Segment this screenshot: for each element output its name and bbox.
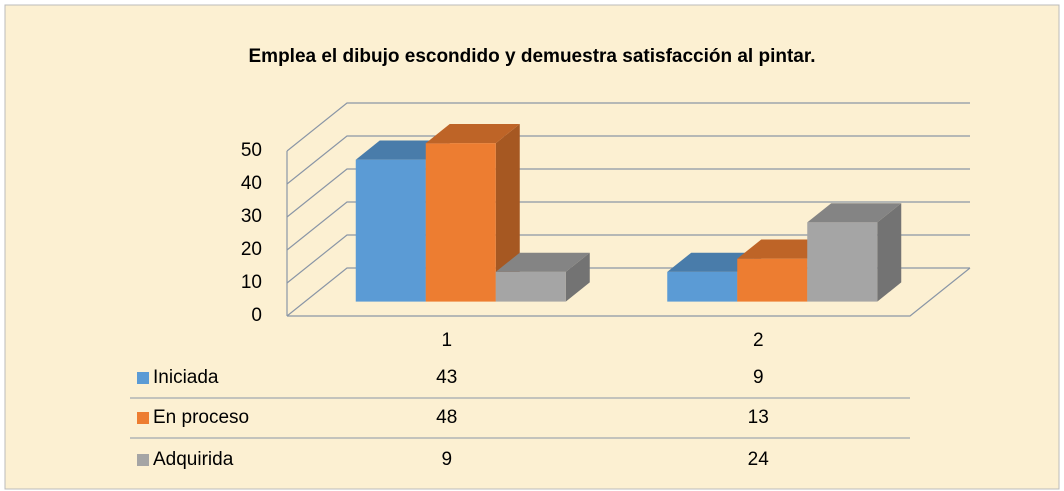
bar-top xyxy=(425,124,520,144)
grid-line xyxy=(286,234,970,284)
legend-label: Iniciada xyxy=(153,367,219,388)
y-tick-label: 30 xyxy=(241,206,262,227)
bar xyxy=(425,143,496,302)
floor-edge xyxy=(287,267,971,317)
x-tick-label: 1 xyxy=(441,330,452,351)
bar-top xyxy=(495,252,590,272)
grid-line xyxy=(286,102,970,152)
table-value: 9 xyxy=(441,449,452,470)
legend-label: Adquirida xyxy=(153,449,234,470)
bar-top xyxy=(807,203,902,223)
table-value: 48 xyxy=(436,407,457,428)
legend-label: En proceso xyxy=(153,407,249,428)
y-tick-label: 40 xyxy=(241,173,262,194)
y-tick-label: 10 xyxy=(241,272,262,293)
y-tick-label: 20 xyxy=(241,239,262,260)
bar-side xyxy=(565,252,590,302)
legend-swatch xyxy=(137,412,149,424)
grid-line xyxy=(286,201,970,251)
bar xyxy=(355,159,426,302)
x-tick-label: 2 xyxy=(753,330,764,351)
legend-swatch xyxy=(137,454,149,466)
table-value: 24 xyxy=(748,449,770,470)
table-value: 43 xyxy=(436,367,457,388)
bar xyxy=(667,271,738,302)
table-value: 13 xyxy=(748,407,769,428)
bar xyxy=(737,258,808,302)
grid-line xyxy=(286,168,970,218)
bar-side xyxy=(877,203,902,302)
bar xyxy=(495,271,566,302)
legend-swatch xyxy=(137,372,149,384)
bar xyxy=(807,222,878,302)
y-tick-label: 0 xyxy=(251,305,262,326)
bar-side xyxy=(495,124,520,302)
grid-line xyxy=(286,135,970,185)
chart-title: Emplea el dibujo escondido y demuestra s… xyxy=(249,46,816,67)
y-tick-label: 50 xyxy=(241,140,262,161)
table-value: 9 xyxy=(753,367,764,388)
